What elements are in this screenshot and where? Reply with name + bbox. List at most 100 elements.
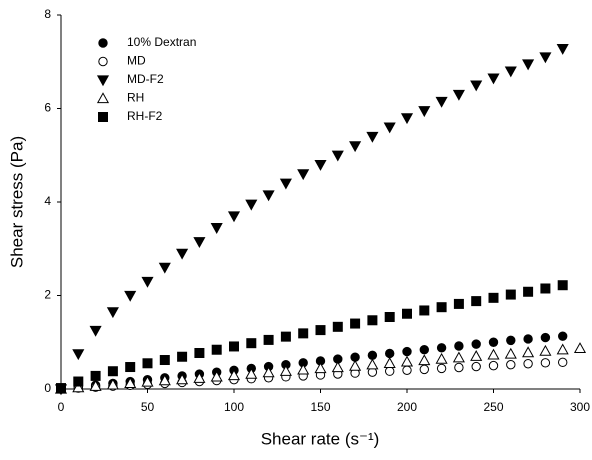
point	[349, 141, 362, 153]
point	[366, 358, 379, 370]
point	[487, 73, 500, 85]
point	[315, 325, 326, 336]
point	[402, 346, 412, 357]
point	[504, 66, 517, 78]
point	[488, 360, 499, 371]
x-tick-label: 250	[483, 400, 503, 414]
point	[419, 345, 429, 355]
point	[194, 348, 205, 359]
point	[73, 376, 84, 387]
point	[540, 332, 551, 343]
point	[124, 377, 137, 389]
point	[158, 374, 171, 386]
point	[367, 315, 378, 326]
point	[454, 341, 464, 351]
point	[124, 290, 137, 302]
point	[435, 352, 448, 364]
point	[539, 52, 552, 64]
point	[385, 348, 395, 359]
point	[279, 178, 292, 190]
point	[227, 211, 241, 223]
point	[279, 365, 292, 376]
point	[452, 351, 465, 363]
legend-label: 10% Dextran	[127, 35, 196, 49]
legend-marker	[98, 38, 108, 48]
legend-marker	[96, 75, 110, 87]
point	[210, 223, 223, 234]
point	[539, 344, 552, 356]
point	[297, 363, 310, 375]
point	[366, 131, 379, 143]
point	[245, 199, 258, 211]
point	[106, 307, 119, 319]
legend-marker	[98, 56, 108, 67]
point	[504, 347, 517, 359]
point	[384, 312, 395, 323]
x-axis-label: Shear rate (s⁻¹)	[261, 429, 380, 448]
point	[125, 362, 136, 373]
point	[436, 343, 447, 353]
point	[419, 364, 429, 375]
point	[106, 378, 119, 390]
point	[453, 298, 464, 309]
point	[471, 296, 482, 307]
point	[540, 358, 551, 368]
point	[72, 349, 85, 361]
point	[262, 366, 275, 378]
point	[522, 59, 535, 71]
point	[523, 286, 534, 297]
point	[367, 350, 378, 361]
legend-label: RH-F2	[127, 109, 163, 123]
point	[177, 351, 188, 362]
point	[280, 331, 291, 342]
point	[350, 318, 361, 329]
point	[227, 369, 241, 381]
point	[141, 276, 154, 288]
point	[89, 379, 102, 391]
point	[402, 308, 412, 319]
point	[56, 383, 66, 394]
point	[158, 262, 171, 274]
x-tick-label: 50	[141, 400, 155, 414]
point	[262, 190, 275, 202]
point	[314, 159, 327, 171]
point	[402, 365, 412, 375]
y-tick-label: 8	[44, 7, 51, 21]
point	[454, 362, 464, 373]
point	[211, 344, 222, 355]
point	[332, 321, 343, 332]
y-tick-label: 0	[44, 381, 51, 395]
point	[89, 325, 102, 337]
point	[557, 280, 568, 291]
point	[556, 343, 569, 355]
point	[470, 350, 483, 361]
point	[471, 361, 481, 372]
point	[470, 80, 483, 92]
point	[385, 366, 395, 376]
point	[488, 292, 499, 303]
point	[505, 289, 516, 300]
point	[436, 363, 447, 374]
point	[523, 359, 533, 369]
point	[452, 89, 465, 101]
point	[90, 370, 101, 381]
point	[523, 334, 533, 344]
x-tick-label: 0	[58, 400, 65, 414]
point	[297, 169, 310, 181]
point	[400, 113, 414, 125]
x-tick-label: 150	[310, 400, 330, 414]
y-tick-label: 2	[44, 288, 51, 302]
point	[176, 373, 189, 385]
x-tick-label: 300	[570, 400, 590, 414]
point	[436, 302, 447, 313]
point	[488, 337, 499, 347]
legend-marker	[98, 112, 108, 122]
point	[331, 361, 344, 373]
point	[418, 354, 431, 366]
point	[506, 335, 516, 346]
point	[400, 355, 414, 367]
point	[263, 334, 274, 345]
point	[193, 372, 206, 383]
point	[556, 44, 569, 55]
